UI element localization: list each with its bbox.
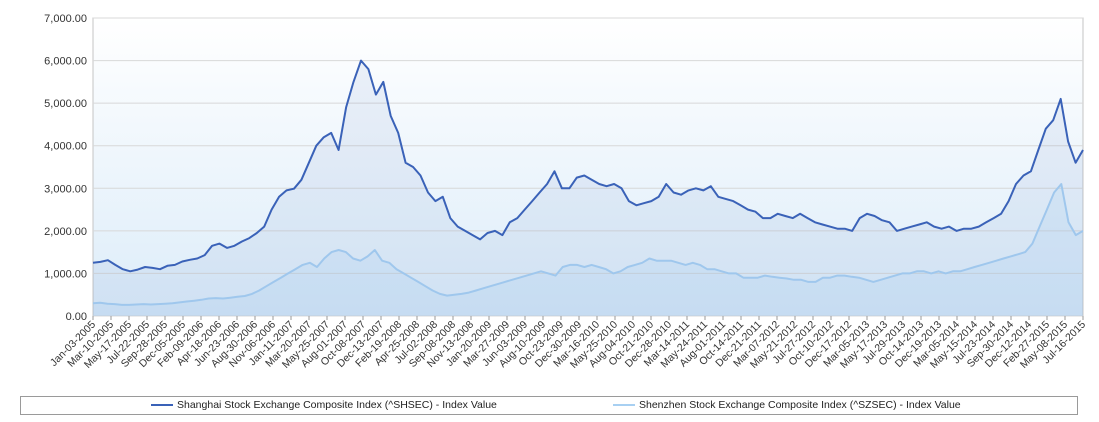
series-line-shanghai [92,59,1084,273]
y-tick-label: 7,000.00 [44,13,87,25]
legend-label-shanghai: Shanghai Stock Exchange Composite Index … [177,399,497,411]
y-tick-label: 2,000.00 [44,226,87,238]
series-layer [92,59,1084,316]
y-tick-label: 3,000.00 [44,183,87,195]
y-tick-label: 0.00 [66,311,87,323]
legend-item-shenzhen: Shenzhen Stock Exchange Composite Index … [613,399,961,411]
y-tick-label: 6,000.00 [44,56,87,68]
y-tick-label: 4,000.00 [44,141,87,153]
index-chart: 0.00 1,000.00 2,000.00 3,000.00 4,000.00 5,00… [44,13,1088,371]
x-axis-ticks: Jan-03-2005Mar-10-2005May-17-2005Jul-22-… [48,316,1088,371]
y-axis-ticks: 0.00 1,000.00 2,000.00 3,000.00 4,000.00 5,00… [44,13,87,323]
y-tick-label: 5,000.00 [44,98,87,110]
chart-legend: Shanghai Stock Exchange Composite Index … [20,396,1078,415]
series-area-shenzhen [93,184,1083,316]
legend-item-shanghai: Shanghai Stock Exchange Composite Index … [151,399,497,411]
legend-swatch-shanghai [151,404,173,406]
series-line-shenzhen [92,183,1084,306]
series-area-shanghai [93,60,1083,316]
legend-label-shenzhen: Shenzhen Stock Exchange Composite Index … [639,399,961,411]
y-tick-label: 1,000.00 [44,268,87,280]
grid-lines [93,17,1083,317]
legend-swatch-shenzhen [613,404,635,406]
